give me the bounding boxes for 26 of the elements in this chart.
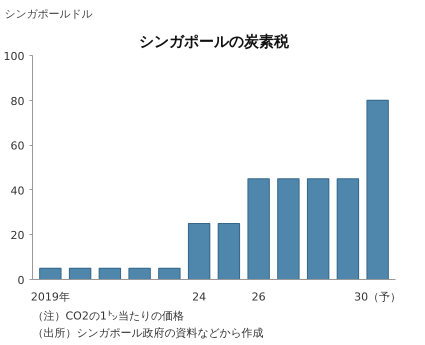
- bar: [366, 100, 389, 280]
- bar: [98, 268, 122, 280]
- text: （注）CO2の1㌧当たりの価格: [32, 310, 184, 322]
- bar: [306, 178, 330, 280]
- bar: [218, 223, 240, 280]
- text: （出所）シンガポール政府の資料などから作成: [32, 326, 264, 340]
- y-tick-label: 60: [10, 140, 25, 153]
- bar: [277, 178, 300, 280]
- y-tick-label: 0: [18, 274, 24, 287]
- bar: [158, 268, 181, 280]
- x-tick-label: 24: [192, 290, 206, 304]
- y-tick-label: 20: [10, 229, 25, 242]
- chart-title: シンガポールの炭素税: [139, 32, 290, 50]
- bar: [68, 268, 92, 280]
- x-tick-label: 30（予）: [354, 290, 402, 304]
- y-axis-title: シンガポールドル: [4, 8, 92, 20]
- y-tick-label: 80: [10, 94, 25, 108]
- x-tick-label: 2019年: [30, 290, 70, 304]
- bar: [39, 268, 62, 280]
- bar: [247, 178, 270, 280]
- x-tick-label: 26: [252, 290, 266, 304]
- y-tick-label: 40: [10, 184, 25, 198]
- bar: [128, 268, 151, 280]
- bar: [336, 178, 360, 280]
- bar: [188, 223, 210, 280]
- y-tick-label: 100: [4, 50, 25, 63]
